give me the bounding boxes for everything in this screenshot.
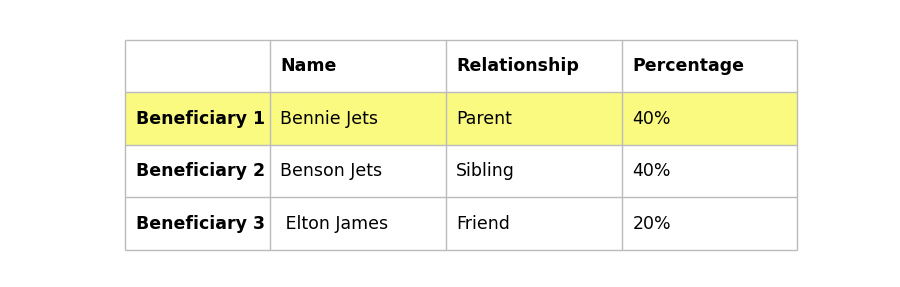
Text: Bennie Jets: Bennie Jets (280, 110, 378, 128)
Text: Benson Jets: Benson Jets (280, 162, 382, 180)
Bar (125, 92, 270, 145)
Bar (622, 92, 797, 145)
Bar (125, 40, 270, 92)
Bar (125, 197, 270, 250)
Bar (270, 197, 446, 250)
Text: Beneficiary 1: Beneficiary 1 (136, 110, 265, 128)
Bar (125, 145, 270, 197)
Text: Beneficiary 2: Beneficiary 2 (136, 162, 265, 180)
Bar (446, 145, 622, 197)
Text: Relationship: Relationship (456, 57, 579, 75)
Bar (622, 145, 797, 197)
Bar (446, 92, 622, 145)
Text: 20%: 20% (633, 215, 671, 233)
Bar (270, 145, 446, 197)
Bar (446, 197, 622, 250)
Text: 40%: 40% (633, 110, 670, 128)
Text: Beneficiary 3: Beneficiary 3 (136, 215, 265, 233)
Text: Friend: Friend (456, 215, 510, 233)
Text: Elton James: Elton James (280, 215, 388, 233)
Text: 40%: 40% (633, 162, 670, 180)
Bar (622, 197, 797, 250)
Text: Name: Name (280, 57, 337, 75)
Bar (270, 92, 446, 145)
Text: Parent: Parent (456, 110, 512, 128)
Bar (270, 40, 446, 92)
Bar (622, 40, 797, 92)
Text: Percentage: Percentage (633, 57, 744, 75)
Text: Sibling: Sibling (456, 162, 515, 180)
Bar (446, 40, 622, 92)
